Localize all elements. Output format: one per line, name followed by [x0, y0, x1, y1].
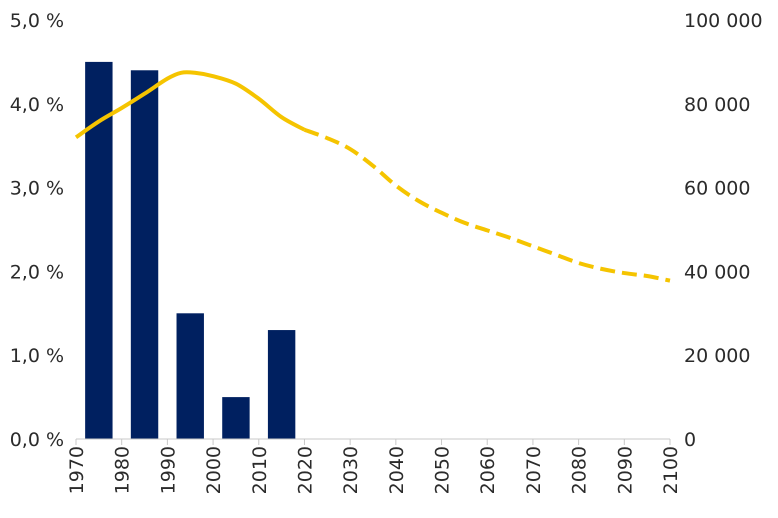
x-tick-label-2000: 2000 — [203, 446, 225, 494]
x-tick-label-2100: 2100 — [660, 446, 682, 494]
x-tick-label-2060: 2060 — [477, 446, 499, 494]
x-tick-label-2050: 2050 — [432, 446, 454, 494]
y-right-tick-label: 60 000 — [684, 178, 750, 200]
y-right-tick-label: 20 000 — [684, 345, 750, 367]
bars-group — [85, 61, 296, 440]
x-tick-label-2020: 2020 — [294, 446, 316, 494]
bar-1990-2000 — [176, 313, 204, 439]
x-tick-label-1970: 1970 — [66, 446, 88, 494]
y-left-tick-label: 2,0 % — [10, 261, 64, 283]
y-right-ticks-group: 0 20 000 40 000 60 000 80 000 100 000 — [684, 10, 763, 451]
x-tick-label-2010: 2010 — [249, 446, 271, 494]
y-left-tick-label: 3,0 % — [10, 178, 64, 200]
bar-1970-1980 — [85, 61, 113, 440]
y-right-tick-label: 80 000 — [684, 94, 750, 116]
y-left-tick-label: 1,0 % — [10, 345, 64, 367]
y-right-tick-label: 0 — [684, 429, 696, 451]
x-tick-label-2030: 2030 — [340, 446, 362, 494]
x-tick-label-1980: 1980 — [112, 446, 134, 494]
line-projection — [303, 127, 671, 283]
bar-2010-2020 — [267, 330, 296, 439]
x-tick-label-2070: 2070 — [523, 446, 545, 494]
bar-1980-1990 — [130, 70, 159, 439]
x-tick-label-1990: 1990 — [157, 446, 179, 494]
y-left-tick-label: 0,0 % — [10, 429, 64, 451]
x-tick-label-2080: 2080 — [569, 446, 591, 494]
bar-2000-2010 — [222, 397, 250, 439]
y-left-tick-label: 4,0 % — [10, 94, 64, 116]
line-history — [74, 70, 306, 139]
y-right-tick-label: 100 000 — [684, 10, 763, 32]
x-ticks-group: 1970 1980 1990 2000 2010 2020 2030 2040 2050 2060… — [66, 439, 682, 494]
lines-group — [74, 70, 671, 283]
x-tick-label-2090: 2090 — [614, 446, 636, 494]
y-left-ticks-group: 0,0 % 1,0 % 2,0 % 3,0 % 4,0 % 5,0 % — [10, 10, 64, 451]
y-left-tick-label: 5,0 % — [10, 10, 64, 32]
y-right-tick-label: 40 000 — [684, 261, 750, 283]
x-tick-label-2040: 2040 — [386, 446, 408, 494]
